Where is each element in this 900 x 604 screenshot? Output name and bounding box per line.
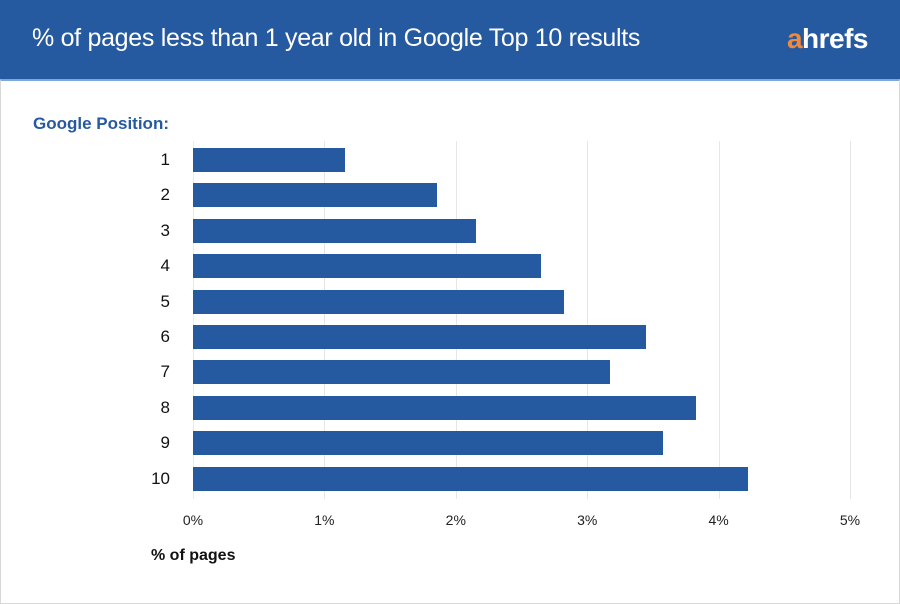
gridline	[587, 141, 589, 499]
gridline	[850, 141, 851, 499]
bar-position-9	[193, 431, 664, 456]
x-tick-label: 0%	[182, 512, 204, 528]
bar-position-2	[193, 183, 438, 208]
bar-position-7	[193, 360, 610, 385]
x-axis-label: % of pages	[151, 547, 236, 564]
bar-position-6	[193, 325, 647, 349]
chart-header: % of pages less than 1 year old in Googl…	[0, 0, 900, 79]
plot-area	[193, 141, 851, 499]
ahrefs-logo: ahrefs	[786, 23, 869, 55]
category-label: 8	[160, 397, 170, 417]
bar-position-1	[193, 148, 346, 172]
gridline	[193, 141, 194, 499]
x-tick-label: 5%	[839, 512, 861, 528]
category-label: 4	[160, 256, 170, 276]
x-tick-label: 3%	[577, 512, 598, 528]
logo-accent-letter: a	[786, 23, 803, 54]
chart-title: % of pages less than 1 year old in Googl…	[32, 24, 641, 52]
gridline	[455, 141, 457, 499]
category-label: 1	[160, 150, 170, 169]
bar-position-10	[193, 466, 748, 491]
category-label: 3	[160, 220, 170, 240]
bar-position-5	[193, 289, 564, 314]
logo-text: hrefs	[802, 23, 868, 54]
gridline	[718, 141, 720, 499]
category-label: 7	[160, 362, 170, 382]
bar-position-4	[193, 254, 542, 279]
category-label: 9	[160, 433, 170, 453]
category-label: 2	[160, 185, 170, 205]
category-label: 6	[160, 327, 170, 346]
x-tick-label: 2%	[445, 512, 466, 528]
x-tick-label: 1%	[314, 512, 335, 528]
bar-position-8	[193, 395, 697, 420]
gridline	[324, 141, 326, 499]
category-label: 10	[151, 468, 170, 488]
x-tick-label: 4%	[708, 512, 729, 528]
bar-position-3	[193, 218, 476, 243]
category-label: 5	[160, 291, 170, 311]
y-axis-label: Google Position:	[33, 114, 169, 133]
